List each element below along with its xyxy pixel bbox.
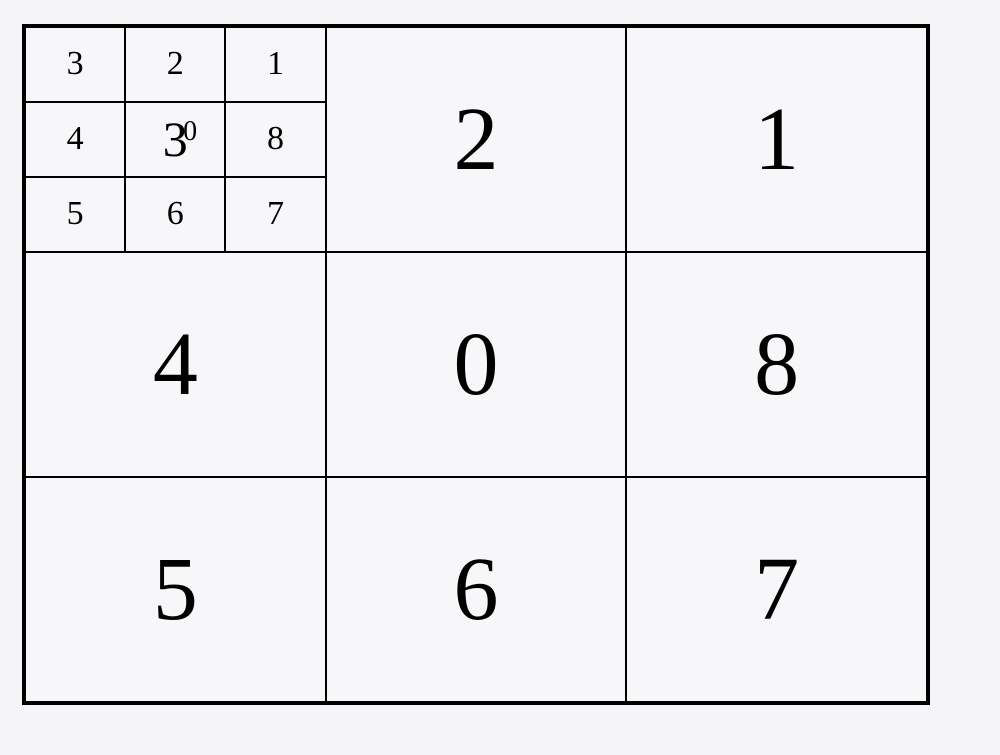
inner-center-superscript: 0 [183,116,197,148]
inner-cell-center: 3 0 [125,102,225,177]
inner-cell-bl: 5 [25,177,125,252]
outer-cell-mid-center: 0 [326,252,627,477]
outer-cell-mid-left: 4 [25,252,326,477]
outer-cell-top-center: 2 [326,27,627,252]
inner-cell-tc: 2 [125,27,225,102]
outer-cell-bot-left: 5 [25,477,326,702]
inner-3x3-grid: 3 2 1 4 3 0 8 5 6 7 [25,27,326,252]
inner-cell-tl: 3 [25,27,125,102]
inner-cell-ml: 4 [25,102,125,177]
inner-cell-tr: 1 [225,27,325,102]
outer-cell-top-right: 1 [626,27,927,252]
inner-cell-mr: 8 [225,102,325,177]
outer-cell-bot-center: 6 [326,477,627,702]
outer-cell-mid-right: 8 [626,252,927,477]
inner-cell-br: 7 [225,177,325,252]
inner-cell-bc: 6 [125,177,225,252]
outer-cell-bot-right: 7 [626,477,927,702]
nested-grid-diagram: 3 2 1 4 3 0 8 5 6 7 2 1 4 0 8 5 6 7 [22,24,930,705]
